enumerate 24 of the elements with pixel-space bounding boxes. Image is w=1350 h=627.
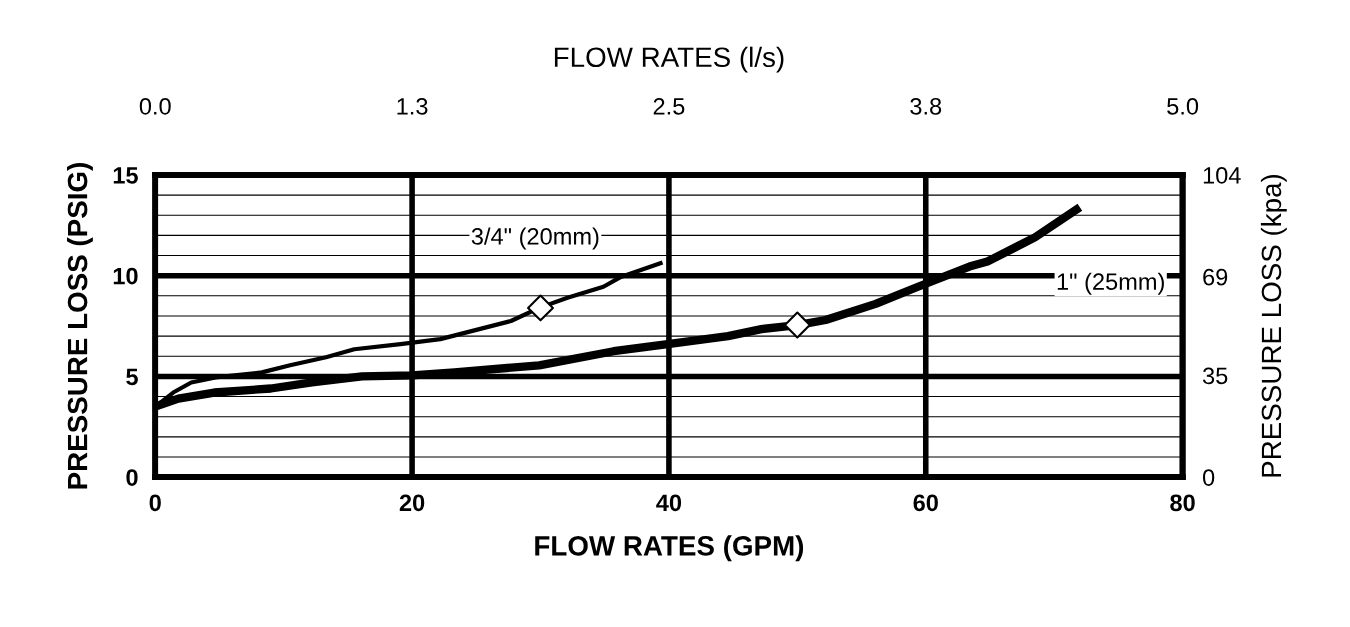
x2-axis-title: FLOW RATES (l/s) (554, 46, 784, 73)
y2-tick-label: 35 (1202, 367, 1228, 385)
y2-axis-title: PRESSURE LOSS (kpa) (1260, 174, 1287, 477)
y2-tick-label: 0 (1202, 469, 1215, 486)
x-tick-label: 0 (149, 494, 161, 512)
x2-tick-label: 5.0 (1167, 97, 1199, 115)
x-tick-label: 80 (1170, 494, 1195, 512)
series-label: 1" (25mm) (1057, 272, 1164, 295)
y-tick-label: 10 (113, 267, 138, 285)
x2-tick-label: 2.5 (653, 97, 685, 115)
series-label: 3/4" (20mm) (471, 227, 599, 250)
x2-tick-label: 0.0 (139, 97, 171, 115)
y-tick-label: 5 (126, 368, 138, 386)
x-tick-label: 20 (399, 494, 425, 512)
y-tick-label: 15 (113, 167, 138, 184)
y2-tick-label: 104 (1203, 167, 1241, 184)
x-tick-label: 40 (656, 494, 682, 512)
x2-tick-label: 3.8 (910, 97, 942, 115)
y2-tick-label: 69 (1203, 268, 1228, 286)
y-tick-label: 0 (126, 469, 138, 486)
x2-tick-label: 1.3 (397, 97, 428, 115)
y-axis-title: PRESSURE LOSS (PSIG) (66, 163, 93, 489)
x-axis-title: FLOW RATES (GPM) (535, 535, 804, 562)
x-tick-label: 60 (913, 494, 938, 512)
